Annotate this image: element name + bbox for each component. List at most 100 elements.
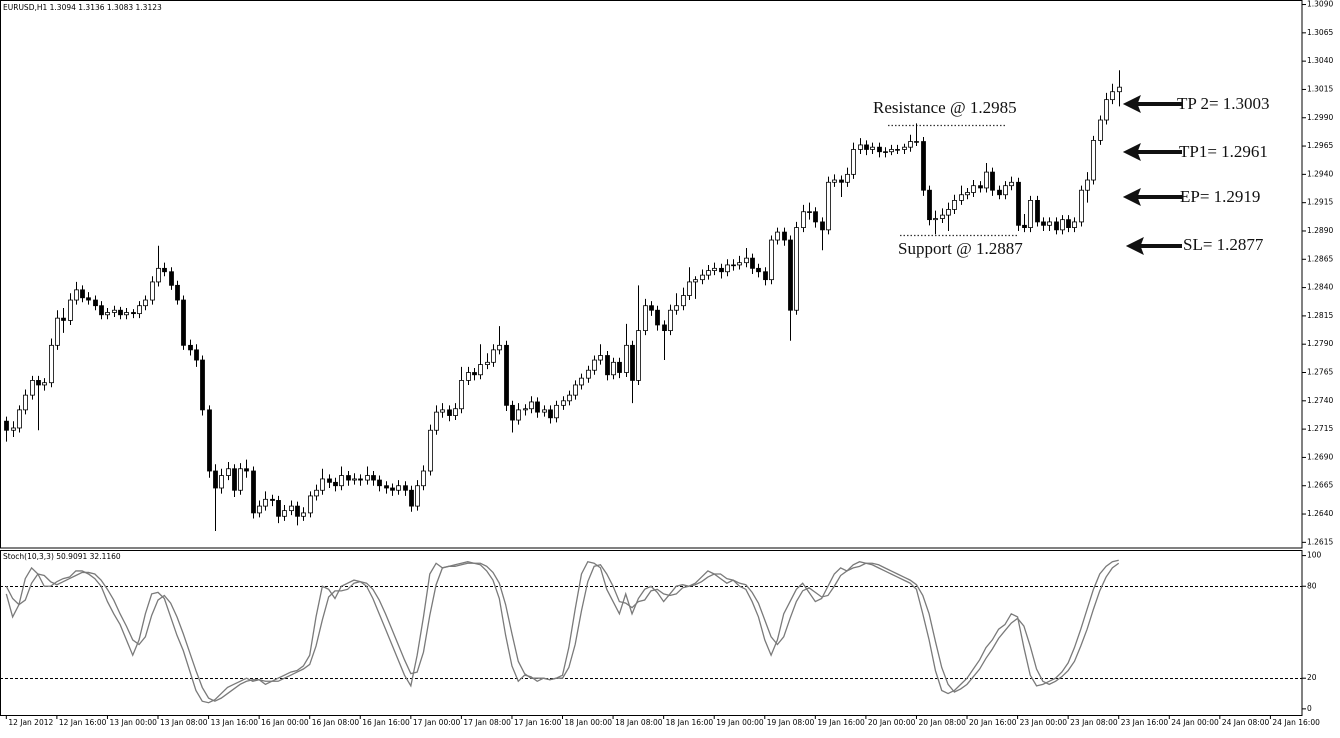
- candle-body: [1028, 200, 1033, 228]
- candle-body: [598, 355, 603, 361]
- candle-body: [693, 279, 698, 283]
- x-tick-label: 18 Jan 08:00: [615, 718, 663, 727]
- candle-body: [959, 194, 964, 201]
- candle-body: [561, 400, 566, 406]
- candle-body: [933, 218, 938, 221]
- candle-body: [978, 185, 983, 189]
- y-tick-label: 80: [1307, 581, 1317, 590]
- candle-body: [504, 344, 509, 406]
- candle-body: [782, 231, 787, 241]
- y-tick-label: 1.2965: [1307, 141, 1333, 150]
- x-tick-label: 13 Jan 00:00: [109, 718, 157, 727]
- candle-body: [1104, 99, 1109, 121]
- candle-body: [428, 429, 433, 472]
- candle-body: [725, 264, 730, 273]
- candle-body: [573, 384, 578, 396]
- candle-body: [440, 409, 445, 413]
- candle-body: [731, 264, 736, 267]
- chart-title: EURUSD,H1 1.3094 1.3136 1.3083 1.3123: [3, 3, 162, 12]
- candle-body: [188, 344, 193, 351]
- candle-body: [826, 181, 831, 231]
- x-tick-label: 23 Jan 00:00: [1020, 718, 1068, 727]
- candle-body: [143, 299, 148, 307]
- candle-body: [491, 349, 496, 363]
- candle-body: [169, 271, 174, 286]
- candle-body: [156, 267, 161, 283]
- candle-body: [105, 312, 110, 316]
- candle-body: [756, 267, 761, 273]
- candle-body: [112, 309, 117, 313]
- candle-body: [181, 299, 186, 346]
- candle-body: [554, 404, 559, 419]
- main-frame: [0, 0, 1303, 549]
- sl-label: SL= 1.2877: [1183, 235, 1264, 254]
- candle-body: [883, 151, 888, 153]
- candle-body: [605, 355, 610, 376]
- candle-body: [61, 317, 66, 321]
- candle-body: [1085, 179, 1090, 191]
- x-tick-label: 17 Jan 00:00: [413, 718, 461, 727]
- y-tick-label: 1.2890: [1307, 226, 1333, 235]
- candle-body: [257, 505, 262, 514]
- candle-body: [592, 359, 597, 371]
- candle-body: [68, 299, 73, 321]
- candle-body: [137, 305, 142, 315]
- indicator-title: Stoch(10,3,3) 50.9091 32.1160: [3, 552, 121, 561]
- candle-body: [232, 468, 237, 491]
- candle-body: [295, 505, 300, 517]
- candle-body: [719, 267, 724, 273]
- candle-body: [1047, 221, 1052, 226]
- indicator-frame: [0, 550, 1303, 716]
- candle-body: [11, 427, 16, 431]
- candle-body: [706, 270, 711, 276]
- support-label: Support @ 1.2887: [898, 239, 1023, 258]
- candle-body: [200, 359, 205, 411]
- candle-body: [497, 344, 502, 351]
- candle-body: [655, 309, 660, 326]
- candle-body: [744, 257, 749, 264]
- y-tick-label: 1.2865: [1307, 254, 1333, 263]
- indicator-line: [5, 562, 1120, 702]
- y-tick-label: 1.2840: [1307, 283, 1333, 292]
- candle-body: [946, 209, 951, 216]
- x-tick-label: 13 Jan 16:00: [211, 718, 259, 727]
- ep-label: EP= 1.2919: [1180, 187, 1260, 206]
- y-tick-label: 1.3090: [1307, 0, 1333, 9]
- candle-body: [908, 141, 913, 148]
- candle-body: [542, 409, 547, 413]
- y-tick-label: 0: [1307, 704, 1312, 713]
- candle-body: [851, 149, 856, 175]
- candle-body: [775, 231, 780, 241]
- candle-body: [421, 470, 426, 487]
- candle-body: [30, 380, 35, 396]
- candle-body: [984, 171, 989, 189]
- candle-body: [586, 369, 591, 379]
- x-tick-label: 24 Jan 08:00: [1222, 718, 1270, 727]
- x-tick-label: 19 Jan 08:00: [767, 718, 815, 727]
- y-tick-label: 1.2915: [1307, 198, 1333, 207]
- arrow-head: [1122, 94, 1141, 114]
- y-tick-label: 1.2665: [1307, 481, 1333, 490]
- candle-body: [687, 281, 692, 296]
- candle-body: [769, 239, 774, 281]
- candle-body: [940, 214, 945, 219]
- candle-body: [276, 500, 281, 517]
- candle-body: [617, 361, 622, 373]
- candle-body: [466, 372, 471, 381]
- tp1-label: TP1= 1.2961: [1179, 142, 1268, 161]
- y-tick-label: 1.2640: [1307, 509, 1333, 518]
- arrows: [1122, 94, 1182, 256]
- candle-body: [1009, 181, 1014, 187]
- candle-body: [624, 344, 629, 373]
- candle-body: [49, 344, 54, 384]
- candle-body: [396, 485, 401, 491]
- candle-body: [737, 262, 742, 266]
- x-tick-label: 12 Jan 2012: [8, 718, 53, 727]
- candle-body: [820, 221, 825, 231]
- candle-body: [877, 146, 882, 153]
- candle-body: [384, 485, 389, 489]
- candle-body: [858, 144, 863, 150]
- candle-body: [921, 141, 926, 191]
- candle-body: [124, 312, 129, 316]
